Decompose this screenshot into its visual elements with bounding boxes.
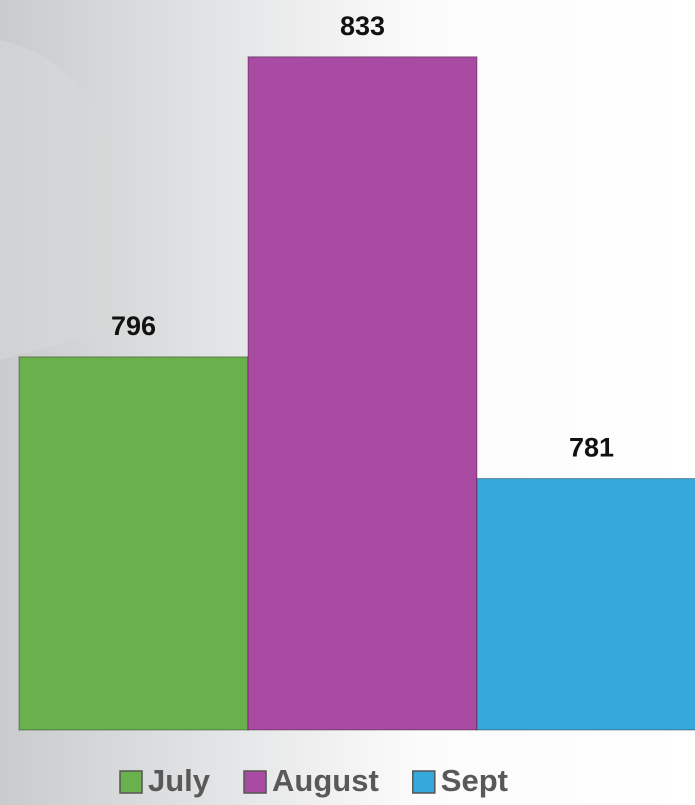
bar bbox=[477, 479, 695, 730]
page: 796833781JulyAugustSept (() => { const d… bbox=[0, 0, 695, 805]
value-label: 781 bbox=[569, 433, 614, 463]
legend-label: July bbox=[148, 763, 211, 798]
value-label: 796 bbox=[111, 311, 156, 341]
legend-swatch bbox=[244, 771, 266, 793]
legend-swatch bbox=[413, 771, 435, 793]
legend-label: August bbox=[272, 763, 379, 798]
legend-label: Sept bbox=[441, 763, 508, 798]
bar bbox=[19, 357, 248, 730]
legend-swatch bbox=[120, 771, 142, 793]
value-label: 833 bbox=[340, 11, 385, 41]
chart: 796 833 781 July August Sept bbox=[0, 0, 695, 805]
bar bbox=[248, 57, 477, 730]
